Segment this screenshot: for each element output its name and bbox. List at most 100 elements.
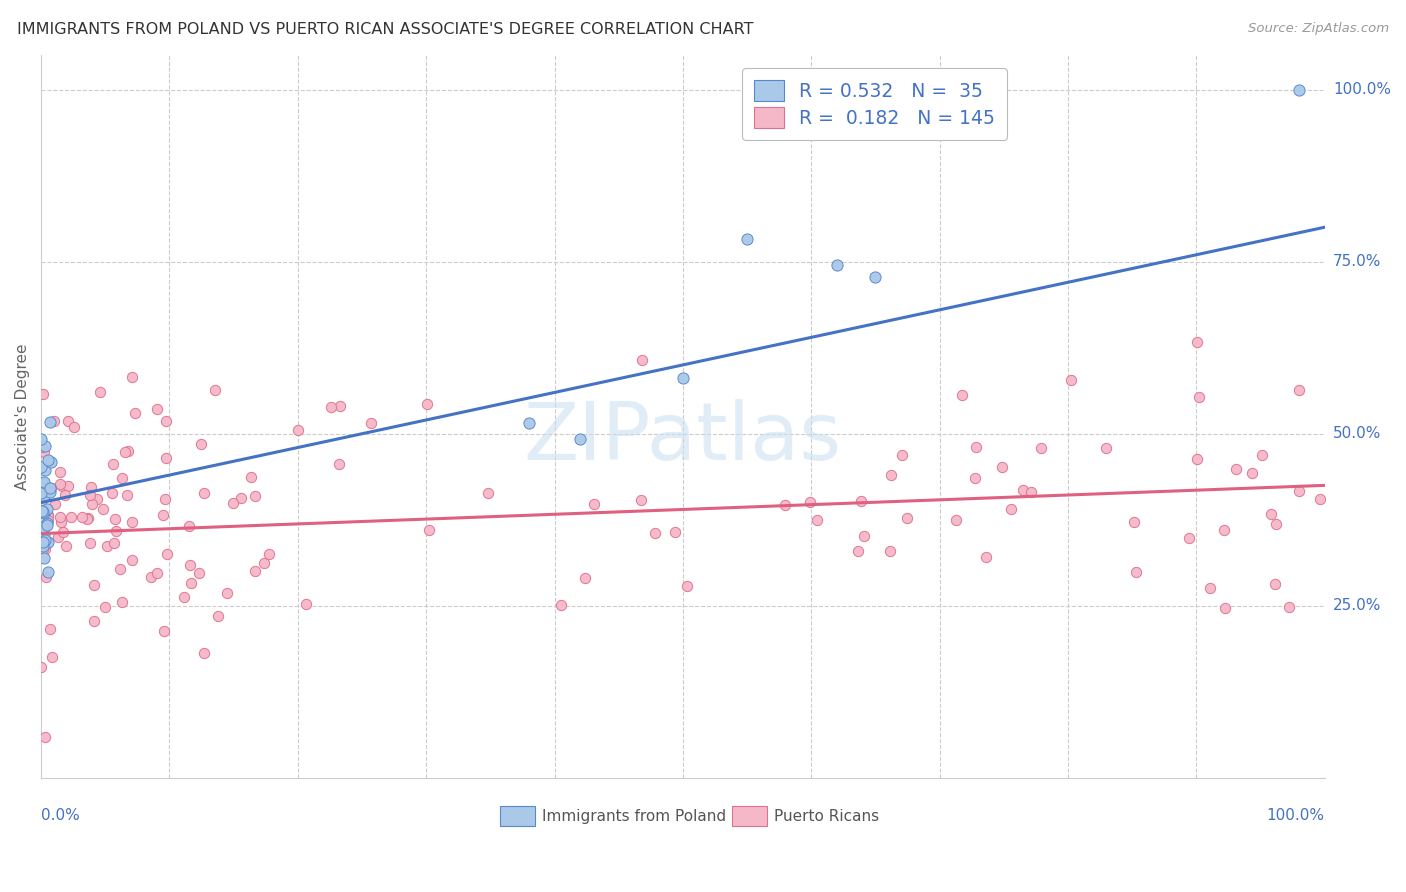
Point [58,414,80,428]
Point [76,511,98,525]
Point [672,371,695,385]
Point [94,599,117,614]
Point [30,660,52,674]
Point [34,439,56,453]
Point [806,513,828,527]
Point [34,463,56,477]
Point [37,509,59,524]
Point [153,492,176,507]
Point [179,558,201,572]
Point [418,524,440,538]
Point [1278,600,1301,615]
Point [1225,462,1247,476]
Point [32,506,55,520]
Point [59,510,82,524]
Point [257,547,280,561]
Point [1215,600,1237,615]
Point [37,508,59,522]
Point [39,622,62,636]
Point [32,551,55,566]
Point [945,513,967,527]
Point [35,569,58,583]
Point [30,459,52,474]
Text: 100.0%: 100.0% [1333,82,1391,97]
Point [773,498,796,512]
Point [193,646,215,660]
Text: 0.0%: 0.0% [41,808,80,823]
Point [91,502,114,516]
Point [360,416,382,430]
Point [86,491,108,506]
Point [1123,515,1146,529]
Point [83,614,105,628]
Point [39,482,62,496]
Point [319,400,342,414]
Point [30,485,52,500]
Point [825,258,848,272]
Point [204,383,226,397]
Text: ZIPatlas: ZIPatlas [524,400,842,477]
Point [32,489,55,503]
Point [217,586,239,600]
Point [35,501,58,516]
Point [1185,451,1208,466]
Point [1059,373,1081,387]
Point [965,471,987,485]
Point [32,520,55,534]
Point [51,525,73,540]
Point [110,561,132,575]
Point [48,465,70,479]
Point [1265,516,1288,531]
Point [63,420,86,434]
Point [70,510,93,524]
Point [49,510,72,524]
Point [121,515,143,529]
Point [1125,566,1147,580]
Point [110,595,132,609]
Legend: R = 0.532   N =  35, R =  0.182   N = 145: R = 0.532 N = 35, R = 0.182 N = 145 [742,68,1007,140]
Point [180,575,202,590]
Point [55,540,77,554]
Point [35,516,58,531]
Point [880,467,903,482]
Point [31,539,53,553]
Point [965,440,987,454]
Point [31,440,53,454]
Point [89,384,111,399]
Text: 100.0%: 100.0% [1267,808,1324,823]
Point [58,479,80,493]
Text: Source: ZipAtlas.com: Source: ZipAtlas.com [1249,22,1389,36]
Text: Puerto Ricans: Puerto Ricans [775,809,879,824]
Point [950,388,973,402]
Point [32,542,55,557]
Point [799,494,821,508]
Point [80,497,103,511]
Point [416,397,439,411]
Point [896,511,918,525]
Point [37,566,59,580]
Point [39,455,62,469]
Point [38,482,60,496]
Point [569,432,592,446]
Point [139,570,162,584]
Point [34,533,56,548]
Text: 50.0%: 50.0% [1333,426,1381,442]
Point [32,527,55,541]
Point [121,553,143,567]
Point [37,534,59,549]
Point [117,444,139,458]
Point [664,524,686,539]
Point [34,541,56,556]
Point [1021,485,1043,500]
Point [44,497,66,511]
Point [574,571,596,585]
Point [295,597,318,611]
Point [1199,581,1222,595]
Point [51,516,73,530]
Point [155,414,177,428]
Point [891,448,914,462]
Point [207,609,229,624]
Point [1288,383,1310,397]
Point [253,556,276,570]
Point [328,457,350,471]
